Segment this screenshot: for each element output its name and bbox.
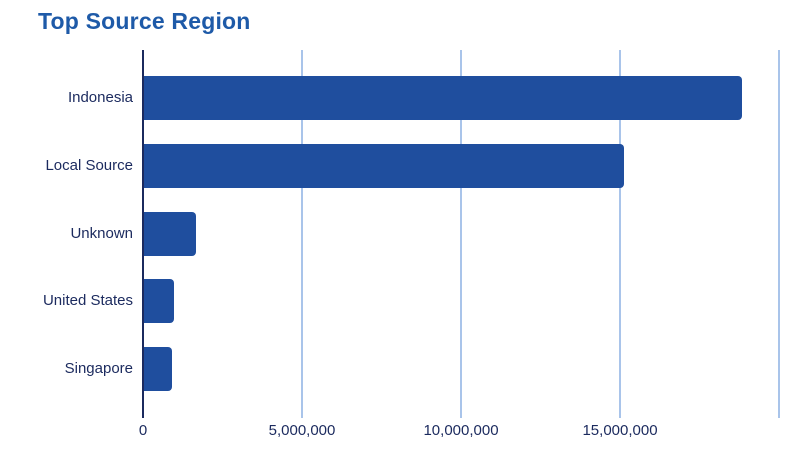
gridline [778, 50, 780, 418]
plot-area [142, 50, 803, 418]
gridline [301, 50, 303, 418]
category-label: United States [42, 292, 133, 309]
category-label: Local Source [45, 157, 133, 174]
bar-indonesia [144, 76, 742, 120]
x-tick-label: 15,000,000 [582, 422, 658, 439]
category-label: Unknown [70, 225, 133, 242]
x-tick-label: 5,000,000 [268, 422, 336, 439]
bar-unknown [144, 212, 196, 256]
y-axis-line [142, 50, 144, 418]
gridline [619, 50, 621, 418]
category-label: Singapore [64, 360, 133, 377]
bar-local-source [144, 144, 624, 188]
gridline [460, 50, 462, 418]
x-tick-label: 0 [138, 422, 148, 439]
bar-united-states [144, 279, 174, 323]
chart-title: Top Source Region [38, 8, 251, 34]
category-label: Indonesia [67, 89, 133, 106]
x-tick-label: 10,000,000 [423, 422, 499, 439]
bar-singapore [144, 347, 172, 391]
